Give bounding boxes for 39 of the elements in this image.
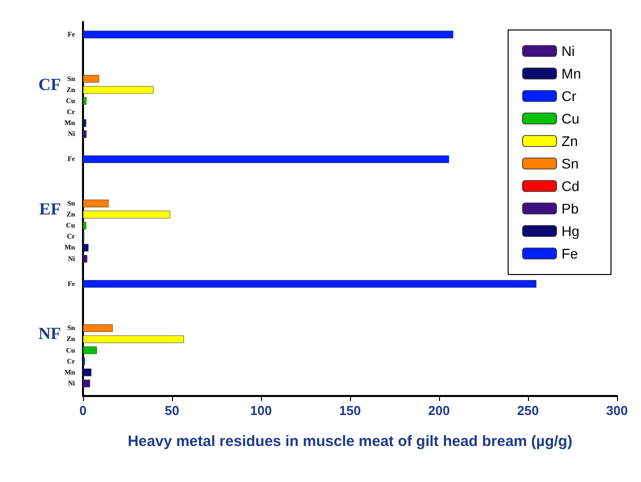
x-tick-label: 300	[606, 403, 628, 418]
legend-label: Cu	[562, 110, 580, 126]
legend-label: Cr	[562, 88, 577, 104]
x-tick-label: 50	[164, 403, 180, 418]
legend-label: Mn	[562, 66, 582, 82]
legend-label: Fe	[562, 246, 578, 262]
bar	[83, 30, 454, 38]
bar	[83, 130, 87, 138]
x-tick-label: 250	[517, 403, 539, 418]
bar	[83, 324, 113, 332]
x-tick-label: 150	[339, 403, 361, 418]
bar	[83, 222, 86, 230]
bar	[83, 368, 92, 376]
bar	[83, 380, 90, 388]
legend-label: Ni	[562, 43, 575, 59]
legend-label: Hg	[562, 223, 580, 239]
bar	[83, 210, 170, 218]
bar	[83, 86, 154, 94]
legend-label: Cd	[562, 178, 580, 194]
bar	[83, 280, 536, 288]
bar	[83, 346, 97, 354]
bar	[83, 74, 100, 83]
bar	[83, 254, 88, 263]
legend-label: Zn	[562, 133, 578, 149]
y-tick-label: EF	[39, 200, 61, 218]
bar	[83, 119, 86, 127]
y-tick-label: CF	[38, 74, 61, 94]
y-tick-label: NF	[38, 324, 61, 344]
bar	[83, 155, 450, 164]
legend-label: Pb	[562, 200, 579, 216]
x-axis-title: Heavy metal residues in muscle meat of gilt head bream (µg/g)	[128, 433, 572, 450]
x-tick-label: 200	[428, 403, 450, 418]
bar	[83, 97, 87, 105]
bar	[83, 244, 89, 252]
legend-label: Sn	[562, 156, 579, 172]
x-tick-label: 100	[250, 403, 272, 418]
x-tick-label: 0	[79, 403, 87, 418]
bar	[83, 200, 109, 208]
bar	[83, 335, 184, 344]
